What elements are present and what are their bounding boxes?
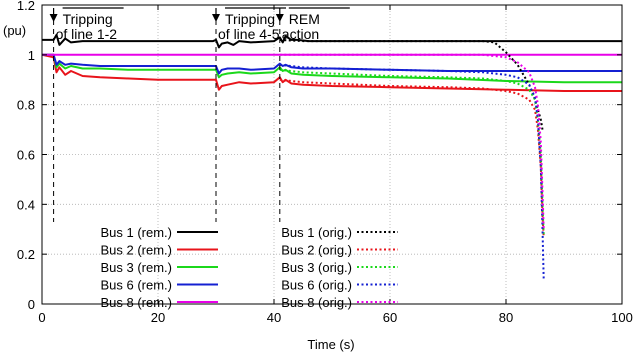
- legend-label: Bus 1 (orig.): [281, 225, 352, 240]
- axis-ticks: 0 0.2 0.4 0.6 0.8 1 1.2 0 20 40 60 80 100: [17, 0, 633, 325]
- series-line-bus-2-orig: [279, 78, 545, 237]
- series-lines: [41, 33, 622, 280]
- legend-label: Bus 8 (orig.): [281, 295, 352, 310]
- event-annotation-text: REM action: [282, 11, 320, 42]
- y-tick-label: 0.2: [17, 247, 35, 262]
- series-line-bus-8-orig: [279, 53, 545, 230]
- legend-label: Bus 6 (orig.): [281, 278, 352, 293]
- y-tick-label: 0.8: [17, 98, 35, 113]
- legend-label: Bus 6 (rem.): [100, 278, 172, 293]
- y-tick-label: 0.4: [17, 197, 35, 212]
- y-tick-label: 1.2: [17, 0, 35, 13]
- series-line-bus-3-rem: [42, 53, 622, 84]
- legend-label: Bus 2 (rem.): [100, 243, 172, 258]
- series-line-bus-6-rem: [42, 53, 622, 75]
- series-line-bus-1-rem: [42, 33, 622, 49]
- event-arrow-head: [275, 14, 284, 22]
- x-tick-label: 40: [267, 310, 281, 325]
- y-axis-label: (pu): [3, 23, 26, 38]
- legend: Bus 1 (rem.) Bus 2 (rem.) Bus 3 (rem.) Bus …: [100, 225, 398, 310]
- legend-label: Bus 1 (rem.): [100, 225, 172, 240]
- series-line-bus-2-rem: [41, 53, 622, 92]
- event-arrow-head: [212, 14, 220, 22]
- annotations: Tripping of line 1-2 Tripping of line 4-5RE…: [49, 7, 350, 222]
- legend-label: Bus 3 (orig.): [281, 260, 352, 275]
- event-arrow-head: [49, 14, 58, 22]
- x-tick-label: 20: [151, 310, 165, 325]
- event-annotation-text: Tripping of line 1-2: [56, 11, 118, 42]
- event-annotation-text: Tripping of line 4-5: [218, 11, 280, 42]
- x-tick-label: 60: [383, 310, 397, 325]
- series-line-bus-3-orig: [279, 68, 545, 235]
- x-axis-label: Time (s): [307, 337, 354, 352]
- legend-label: Bus 8 (rem.): [100, 295, 172, 310]
- legend-label: Bus 2 (orig.): [281, 243, 352, 258]
- y-tick-label: 1: [28, 48, 35, 63]
- x-tick-label: 100: [611, 310, 633, 325]
- legend-label: Bus 3 (rem.): [100, 260, 172, 275]
- y-tick-label: 0: [28, 297, 35, 312]
- x-tick-label: 80: [499, 310, 513, 325]
- y-tick-label: 0.6: [17, 148, 35, 163]
- x-tick-label: 0: [38, 310, 45, 325]
